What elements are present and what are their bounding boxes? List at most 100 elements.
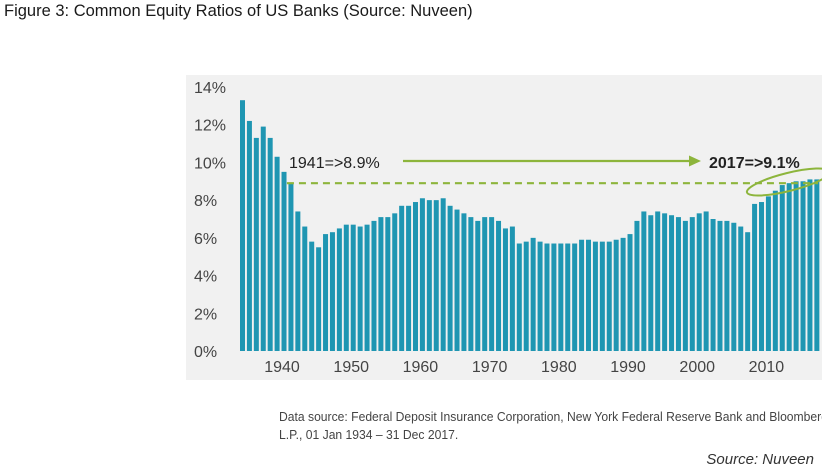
bar-1955 (385, 217, 391, 351)
bar-1953 (371, 220, 377, 351)
bar-1940 (281, 171, 287, 351)
bar-1994 (655, 211, 661, 351)
bar-1992 (641, 211, 647, 351)
bar-1977 (537, 241, 543, 351)
x-tick-label: 1960 (403, 359, 439, 376)
bar-1936 (253, 137, 259, 351)
bar-1981 (565, 243, 571, 351)
bar-1942 (295, 211, 301, 351)
bar-1990 (627, 234, 633, 351)
bar-1943 (302, 226, 308, 351)
figure-title: Figure 3: Common Equity Ratios of US Ban… (4, 2, 473, 20)
bar-1946 (323, 234, 329, 351)
bar-1989 (620, 237, 626, 351)
y-tick-label: 2% (194, 306, 217, 323)
bar-1988 (613, 239, 619, 351)
bar-2017 (814, 179, 820, 351)
bar-1972 (502, 228, 508, 351)
bar-2015 (800, 181, 806, 351)
bar-1998 (682, 220, 688, 351)
annotation-start-label: 1941=>8.9% (289, 155, 380, 172)
bar-1956 (392, 213, 398, 351)
trend-arrow-head (689, 155, 701, 167)
bar-1959 (413, 202, 418, 351)
bar-1938 (267, 137, 273, 351)
bar-2002 (710, 219, 716, 351)
bar-2001 (703, 211, 709, 351)
bar-2012 (779, 185, 785, 351)
y-tick-label: 4% (194, 269, 217, 286)
data-source-line-2: L.P., 01 Jan 1934 – 31 Dec 2017. (279, 427, 459, 442)
bar-2005 (731, 222, 737, 351)
bar-1976 (530, 237, 536, 351)
bar-1963 (440, 198, 446, 351)
bar-2007 (745, 232, 751, 351)
bar-1950 (350, 224, 356, 351)
bar-1939 (274, 156, 280, 351)
y-tick-label: 0% (194, 344, 217, 361)
bar-1935 (246, 120, 252, 351)
bar-1971 (496, 220, 502, 351)
bar-1969 (482, 217, 488, 351)
bar-1965 (454, 209, 460, 351)
bar-2006 (738, 226, 744, 351)
bar-1944 (309, 241, 315, 351)
bar-2000 (696, 213, 702, 351)
bar-1948 (336, 228, 342, 351)
bar-2016 (807, 179, 813, 351)
bar-1954 (378, 217, 384, 351)
bar-2004 (724, 220, 730, 351)
bar-1984 (586, 239, 591, 351)
bar-1945 (316, 247, 322, 351)
bar-1958 (406, 205, 412, 351)
bar-1934 (240, 100, 245, 351)
data-source-line-1: Data source: Federal Deposit Insurance C… (279, 409, 822, 424)
bar-2003 (717, 220, 723, 351)
bar-1980 (558, 243, 564, 351)
x-tick-label: 1940 (264, 359, 300, 376)
y-tick-label: 12% (194, 118, 226, 135)
data-source-note: Data source: Federal Deposit Insurance C… (279, 408, 822, 444)
bar-2013 (786, 183, 792, 351)
bar-2011 (772, 190, 778, 351)
bar-1996 (669, 215, 675, 351)
bar-1968 (475, 220, 481, 351)
bar-1999 (689, 217, 695, 351)
bar-1964 (447, 205, 453, 351)
bar-1991 (634, 220, 640, 351)
bar-1937 (260, 126, 266, 351)
bar-1966 (461, 213, 467, 351)
x-tick-label: 1980 (541, 359, 577, 376)
bar-1987 (606, 241, 612, 351)
bar-1974 (516, 243, 522, 351)
bar-1995 (662, 213, 668, 351)
bar-1957 (399, 205, 405, 351)
x-tick-label: 2010 (749, 359, 785, 376)
bar-2014 (793, 181, 799, 351)
bar-1947 (329, 232, 335, 351)
bar-2008 (752, 203, 758, 351)
bar-1952 (364, 224, 370, 351)
y-tick-label: 6% (194, 231, 217, 248)
x-tick-label: 1970 (472, 359, 508, 376)
bar-2010 (765, 196, 771, 351)
bar-1997 (675, 217, 681, 351)
bar-1961 (426, 200, 432, 351)
bar-1982 (572, 243, 578, 351)
bar-1962 (433, 200, 439, 351)
x-tick-label: 1990 (610, 359, 646, 376)
y-tick-label: 14% (194, 80, 226, 97)
x-tick-label: 1950 (333, 359, 369, 376)
bar-1986 (599, 241, 605, 351)
bar-2009 (759, 202, 764, 351)
bar-1983 (579, 239, 585, 351)
source-credit: Source: Nuveen (706, 451, 814, 468)
bar-1949 (343, 224, 349, 351)
annotation-end-label: 2017=>9.1% (709, 155, 800, 172)
y-tick-label: 10% (194, 155, 226, 172)
bar-1960 (419, 198, 425, 351)
bar-1973 (509, 226, 515, 351)
bar-1979 (551, 243, 557, 351)
y-tick-label: 8% (194, 193, 217, 210)
